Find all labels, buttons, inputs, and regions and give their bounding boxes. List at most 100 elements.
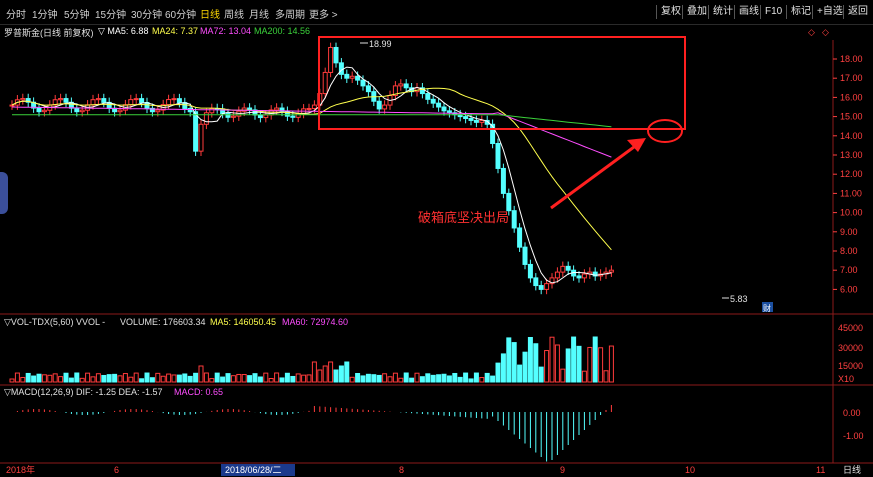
price-axis-label: 13.00 xyxy=(840,150,863,160)
back-button[interactable]: 返回 xyxy=(843,5,872,19)
volume-bar-up xyxy=(608,345,614,383)
ma200-value: MA200: 14.56 xyxy=(254,26,311,36)
draw-button[interactable]: 画线 xyxy=(734,5,763,19)
ma24-line xyxy=(11,87,612,251)
macd-label: ▽MACD(12,26,9) DIF: -1.25 DEA: -1.57 xyxy=(4,387,162,397)
period-tab-fenshi[interactable]: 分时 xyxy=(6,10,26,21)
volume-bar-up xyxy=(79,377,85,383)
period-tab-daily[interactable]: 日线 xyxy=(200,10,220,21)
candle-up xyxy=(230,115,236,118)
ma-lines xyxy=(11,66,612,284)
volume-bar-up xyxy=(392,372,398,383)
candle-down xyxy=(576,275,582,279)
volume-bar-up xyxy=(166,373,172,383)
period-tab-multi[interactable]: 多周期 xyxy=(275,10,305,21)
volume-bar-up xyxy=(160,375,166,383)
annotation-arrow-head xyxy=(627,138,646,152)
volume-bar-up xyxy=(598,347,604,383)
period-tab-monthly[interactable]: 月线 xyxy=(249,10,269,21)
volume-bar-down xyxy=(495,362,501,383)
volume-bar-down xyxy=(457,376,463,383)
candle-down xyxy=(463,116,469,120)
annotation-arrow-line xyxy=(550,142,639,210)
f10-button[interactable]: F10 xyxy=(760,5,786,19)
volume-bar-down xyxy=(36,373,42,383)
candle-up xyxy=(166,99,172,106)
volume-bar-up xyxy=(268,378,274,383)
candle-down xyxy=(187,107,193,113)
add-watchlist-button[interactable]: +自选 xyxy=(812,5,847,19)
candle-down xyxy=(279,107,285,112)
volume-bar-up xyxy=(544,350,550,383)
volume-bar-up xyxy=(301,374,307,383)
date-sep: 9 xyxy=(560,465,565,475)
fuquan-button[interactable]: 复权 xyxy=(656,5,685,19)
volume-bar-down xyxy=(500,353,506,383)
period-tab-15min[interactable]: 15分钟 xyxy=(95,10,127,21)
volume-bar-down xyxy=(182,373,188,383)
volume-bar-up xyxy=(322,365,328,383)
diamond-icon[interactable]: ◇ xyxy=(822,27,829,37)
side-collapse-handle[interactable] xyxy=(0,172,8,214)
candle-up xyxy=(322,71,328,95)
volume-bar-down xyxy=(101,374,107,383)
volume-bar-down xyxy=(68,377,74,383)
volume-bar-down xyxy=(252,373,258,383)
candle-down xyxy=(74,107,80,113)
volume-bar-up xyxy=(128,376,134,383)
candle-up xyxy=(41,109,47,113)
volume-bar-down xyxy=(533,343,539,383)
period-tab-1min[interactable]: 1分钟 xyxy=(32,10,58,21)
volume-bar-up xyxy=(198,365,204,383)
volume-bar-down xyxy=(338,365,344,383)
candle-down xyxy=(495,142,501,169)
high-label: 18.99 xyxy=(369,39,392,49)
period-tab-60min[interactable]: 60分钟 xyxy=(165,10,197,21)
volume-bar-up xyxy=(95,373,101,383)
candle-down xyxy=(500,167,506,194)
volume-bar-down xyxy=(446,375,452,383)
candle-down xyxy=(365,85,371,93)
candle-up xyxy=(95,98,101,101)
mark-button[interactable]: 标记 xyxy=(786,5,815,19)
volume-bar-down xyxy=(25,372,31,383)
date-jun: 6 xyxy=(114,465,119,475)
volume-bars xyxy=(9,336,614,383)
minimize-icon[interactable]: ◇ xyxy=(808,27,815,37)
candle-down xyxy=(484,119,490,125)
price-axis-label: 14.00 xyxy=(840,131,863,141)
candle-up xyxy=(9,104,15,107)
volume-bar-down xyxy=(371,374,377,383)
volume-bar-up xyxy=(311,361,317,383)
volume-bar-up xyxy=(306,374,312,383)
period-tab-weekly[interactable]: 周线 xyxy=(224,10,244,21)
candle-down xyxy=(490,123,496,144)
candle-down xyxy=(333,46,339,64)
period-tab-30min[interactable]: 30分钟 xyxy=(131,10,163,21)
candle-down xyxy=(533,277,539,287)
volume-bar-down xyxy=(538,366,544,383)
volume-bar-up xyxy=(263,372,269,383)
candle-up xyxy=(90,99,96,106)
candle-up xyxy=(311,104,317,110)
stats-button[interactable]: 统计 xyxy=(708,5,737,19)
volume-bar-down xyxy=(436,374,442,383)
period-tab-5min[interactable]: 5分钟 xyxy=(64,10,90,21)
volume-bar-down xyxy=(214,372,220,383)
candle-down xyxy=(149,107,155,113)
cai-badge[interactable] xyxy=(762,302,773,312)
candle-down xyxy=(139,98,145,104)
volume-bar-down xyxy=(403,372,409,383)
candle-up xyxy=(155,109,161,113)
volume-bar-up xyxy=(122,373,128,383)
candle-down xyxy=(517,227,523,248)
volume-bar-up xyxy=(349,376,355,383)
period-tab-more[interactable]: 更多 > xyxy=(309,10,338,21)
volume-bar-up xyxy=(587,346,593,383)
volume-bar-up xyxy=(20,376,26,383)
candle-down xyxy=(355,75,361,81)
vol-ma60: MA60: 72974.60 xyxy=(282,317,348,327)
overlay-button[interactable]: 叠加 xyxy=(682,5,711,19)
volume-bar-down xyxy=(333,369,339,383)
volume-bar-down xyxy=(576,345,582,383)
